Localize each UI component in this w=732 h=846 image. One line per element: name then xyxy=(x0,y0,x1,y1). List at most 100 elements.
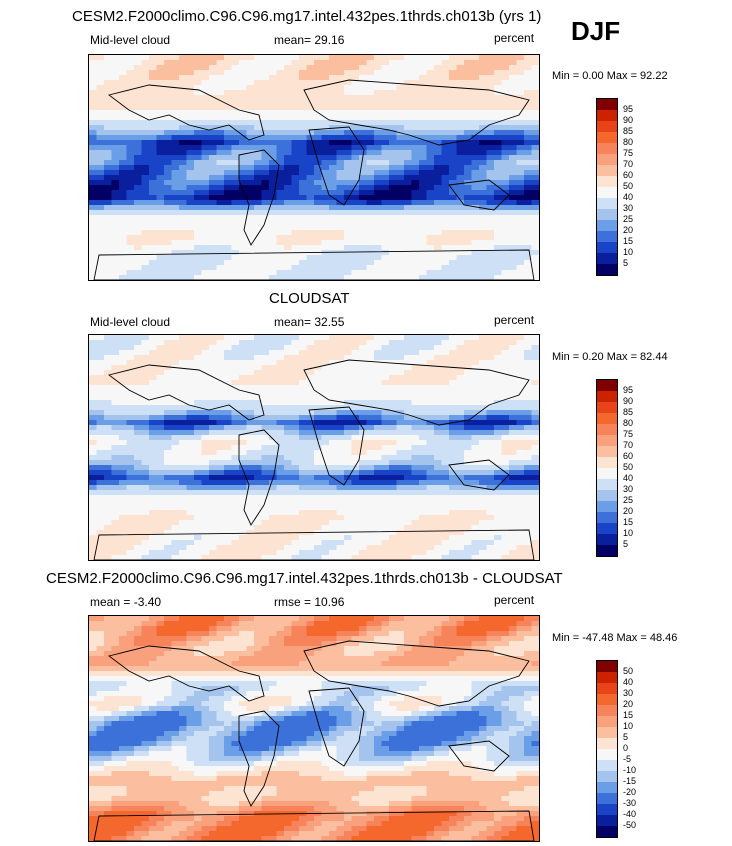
field-cell xyxy=(434,120,442,126)
field-cell xyxy=(194,510,202,516)
field-cell xyxy=(216,250,225,256)
field-cell xyxy=(351,500,360,506)
field-cell xyxy=(119,345,127,351)
field-cell xyxy=(299,365,307,371)
field-cell xyxy=(501,90,510,96)
field-cell xyxy=(224,265,232,271)
field-cell xyxy=(119,470,127,476)
field-cell xyxy=(471,55,480,61)
field-cell xyxy=(134,165,142,171)
field-cell xyxy=(449,400,457,406)
field-cell xyxy=(149,385,157,391)
field-cell xyxy=(381,445,390,451)
field-cell xyxy=(216,195,225,201)
field-cell xyxy=(486,410,495,416)
field-cell xyxy=(119,190,127,196)
field-cell xyxy=(359,390,367,396)
field-cell xyxy=(201,475,210,481)
field-cell xyxy=(314,340,322,346)
field-cell xyxy=(321,430,330,436)
field-cell xyxy=(156,375,165,381)
field-cell xyxy=(494,185,502,191)
field-cell xyxy=(524,185,532,191)
field-cell xyxy=(194,345,202,351)
field-cell xyxy=(239,490,247,496)
field-cell xyxy=(126,500,135,506)
field-cell xyxy=(126,410,135,416)
field-cell xyxy=(119,95,127,101)
field-cell xyxy=(89,360,97,366)
field-cell xyxy=(456,485,465,491)
field-cell xyxy=(471,275,480,280)
field-cell xyxy=(411,95,420,101)
field-cell xyxy=(89,450,97,456)
field-cell xyxy=(366,425,375,431)
field-cell xyxy=(126,85,135,91)
field-cell xyxy=(186,145,195,151)
field-cell xyxy=(164,120,172,126)
field-cell xyxy=(179,100,187,106)
field-cell xyxy=(231,435,240,441)
field-cell xyxy=(524,75,532,81)
field-cell xyxy=(126,265,135,271)
field-cell xyxy=(89,355,97,361)
field-cell xyxy=(516,60,525,66)
field-cell xyxy=(246,95,255,101)
field-cell xyxy=(516,100,525,106)
field-cell xyxy=(404,135,412,141)
field-cell xyxy=(501,430,510,436)
field-cell xyxy=(201,480,210,486)
field-cell xyxy=(486,230,495,236)
field-cell xyxy=(141,130,150,136)
field-cell xyxy=(479,335,487,341)
field-cell xyxy=(516,495,525,501)
field-cell xyxy=(426,505,435,511)
field-cell xyxy=(194,85,202,91)
field-cell xyxy=(501,165,510,171)
field-cell xyxy=(224,340,232,346)
field-cell xyxy=(89,380,97,386)
field-cell xyxy=(284,460,292,466)
field-cell xyxy=(419,230,427,236)
field-cell xyxy=(419,135,427,141)
field-cell xyxy=(306,245,315,251)
field-cell xyxy=(194,220,202,226)
field-cell xyxy=(321,265,330,271)
field-cell xyxy=(329,480,337,486)
field-cell xyxy=(134,170,142,176)
field-cell xyxy=(471,250,480,256)
field-cell xyxy=(366,85,375,91)
field-cell xyxy=(381,475,390,481)
field-cell xyxy=(254,345,262,351)
field-cell xyxy=(351,245,360,251)
field-cell xyxy=(306,175,315,181)
field-cell xyxy=(104,505,112,511)
field-cell xyxy=(186,415,195,421)
field-cell xyxy=(306,470,315,476)
field-cell xyxy=(201,505,210,511)
field-cell xyxy=(314,85,322,91)
field-cell xyxy=(194,400,202,406)
field-cell xyxy=(291,495,300,501)
field-cell xyxy=(231,245,240,251)
field-cell xyxy=(276,510,285,516)
field-cell xyxy=(509,110,517,116)
field-cell xyxy=(531,275,539,280)
field-cell xyxy=(486,235,495,241)
field-cell xyxy=(156,155,165,161)
field-cell xyxy=(246,155,255,161)
field-cell xyxy=(314,455,322,461)
field-cell xyxy=(194,165,202,171)
field-cell xyxy=(209,100,217,106)
field-cell xyxy=(104,455,112,461)
field-cell xyxy=(231,135,240,141)
field-cell xyxy=(524,130,532,136)
field-cell xyxy=(111,495,120,501)
field-cell xyxy=(216,240,225,246)
field-cell xyxy=(531,60,539,66)
field-cell xyxy=(314,80,322,86)
field-cell xyxy=(111,465,120,471)
field-cell xyxy=(224,75,232,81)
field-cell xyxy=(276,160,285,166)
field-cell xyxy=(261,345,270,351)
